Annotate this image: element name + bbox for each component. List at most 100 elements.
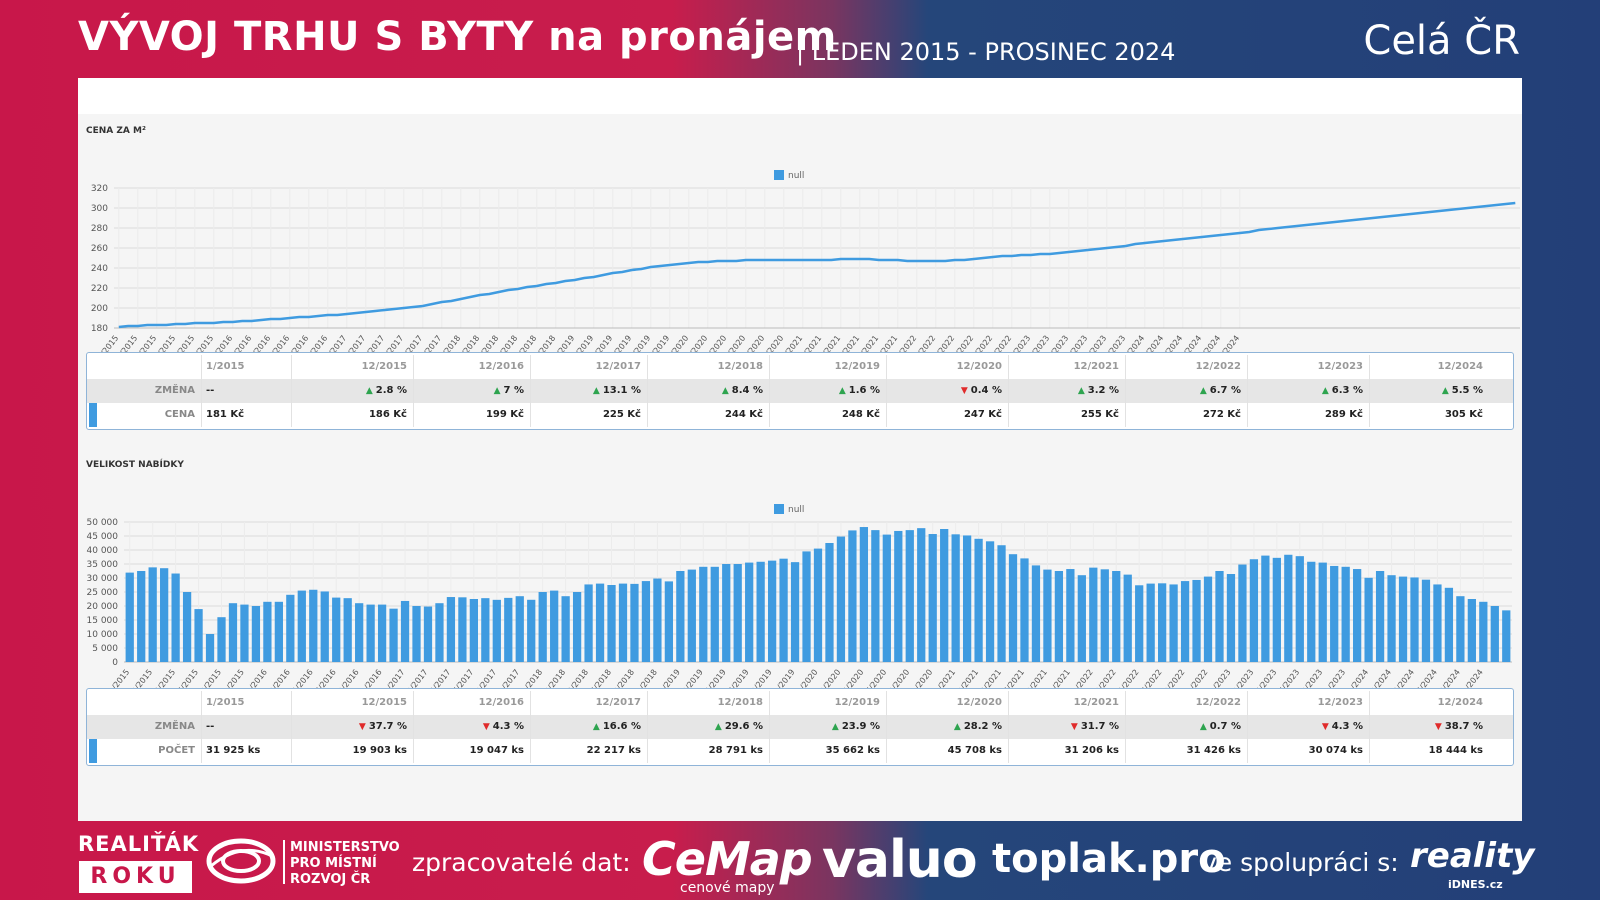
table-header-cell: 12/2017: [530, 355, 647, 379]
table-change-value: 3.2 %: [1087, 385, 1119, 396]
region-label: Celá ČR: [1363, 18, 1520, 64]
cooperation-label: ve spolupráci s:: [1202, 848, 1399, 877]
table-header-cell: 12/2015: [291, 691, 413, 715]
offer-bar: [962, 535, 972, 662]
table-header-cell: 12/2021: [1008, 355, 1125, 379]
offer-section-title: VELIKOST NABÍDKY: [86, 460, 184, 470]
table-change-value: 5.5 %: [1451, 385, 1483, 396]
table-change-cell: ▼ 0.4 %: [886, 379, 1008, 403]
table-change-value: 13.1 %: [602, 385, 641, 396]
offer-bar: [228, 603, 238, 662]
offer-bar: [1341, 566, 1350, 662]
table-header-cell: 12/2024: [1369, 355, 1489, 379]
offer-bar: [940, 529, 949, 662]
offer-legend-label: null: [788, 505, 804, 515]
table-change-label: ZMĚNA: [154, 385, 195, 396]
offer-bar: [997, 545, 1006, 662]
table-change-cell: ▲ 5.5 %: [1369, 379, 1489, 403]
table-change-cell: --: [201, 715, 291, 739]
price-y-tick: 180: [91, 324, 108, 334]
offer-bar: [504, 597, 513, 662]
table-value-cell: 225 Kč: [530, 403, 647, 427]
price-y-tick: 320: [91, 184, 108, 194]
offer-bar: [1066, 569, 1075, 662]
table-value-cell: 30 074 ks: [1247, 739, 1369, 763]
offer-chart: null 0 5 000 10 000 15 000 20 000 25 000 30 000…: [87, 504, 1512, 692]
table-change-cell: ▲ 16.6 %: [530, 715, 647, 739]
table-header-cell: 12/2019: [769, 355, 886, 379]
arrow-up-icon: ▲: [953, 722, 961, 732]
offer-bar: [400, 600, 410, 662]
table-change-value: 6.7 %: [1209, 385, 1241, 396]
offer-bar: [699, 566, 708, 662]
offer-y-tick: 20 000: [87, 602, 119, 612]
offer-bar: [767, 560, 777, 662]
table-change-value: 29.6 %: [724, 721, 763, 732]
table-header-cell: 12/2022: [1125, 691, 1247, 715]
offer-y-tick: 0: [112, 658, 118, 668]
table-change-value: 28.2 %: [963, 721, 1002, 732]
ministry-divider: [283, 840, 285, 884]
offer-bar: [974, 538, 983, 662]
offer-bar: [848, 530, 857, 662]
award-title: REALIŤÁK: [78, 832, 200, 856]
offer-bar: [710, 566, 719, 662]
offer-bar: [1249, 559, 1259, 662]
offer-bar: [1456, 596, 1465, 662]
offer-bar: [1203, 576, 1213, 662]
table-value-cell: 31 206 ks: [1008, 739, 1125, 763]
arrow-up-icon: ▲: [721, 386, 729, 396]
arrow-up-icon: ▲: [838, 386, 846, 396]
offer-bar: [1398, 576, 1408, 662]
offer-bar: [412, 606, 421, 662]
offer-bar: [1089, 567, 1098, 662]
offer-bar: [790, 562, 800, 662]
table-header-cell: 12/2023: [1247, 355, 1369, 379]
table-change-value: 0.4 %: [970, 385, 1002, 396]
arrow-up-icon: ▲: [1199, 722, 1207, 732]
price-y-tick: 300: [91, 204, 108, 214]
table-change-cell: ▲ 13.1 %: [530, 379, 647, 403]
offer-bar: [171, 573, 180, 662]
table-value-cell: 305 Kč: [1369, 403, 1489, 427]
table-header-cell: 12/2020: [886, 691, 1008, 715]
offer-bar: [1479, 601, 1488, 662]
offer-bar: [722, 564, 731, 662]
offer-bar: [1284, 554, 1293, 662]
ministry-line-1: MINISTERSTVO: [290, 840, 400, 855]
offer-bar: [561, 596, 570, 662]
table-value-cell: 186 Kč: [291, 403, 413, 427]
table-header-cell: 1/2015: [201, 691, 291, 715]
table-value-label: CENA: [164, 409, 195, 420]
offer-bar: [332, 597, 341, 662]
table-header-cell: 12/2018: [647, 355, 769, 379]
table-value-cell: 247 Kč: [886, 403, 1008, 427]
offer-bar: [1180, 581, 1190, 662]
offer-bar: [836, 536, 846, 662]
arrow-up-icon: ▲: [592, 722, 600, 732]
arrow-up-icon: ▲: [592, 386, 600, 396]
table-change-value: 1.6 %: [848, 385, 880, 396]
offer-y-tick: 25 000: [87, 588, 119, 598]
offer-y-tick: 45 000: [87, 532, 119, 542]
offer-bar: [458, 597, 467, 662]
table-value-cell: 19 903 ks: [291, 739, 413, 763]
offer-bar: [469, 599, 478, 662]
offer-bar: [1502, 610, 1511, 662]
offer-bar: [446, 597, 456, 662]
arrow-down-icon: ▼: [960, 386, 968, 396]
price-y-tick: 260: [91, 244, 108, 254]
cemap-logo: CeMap: [642, 832, 813, 886]
offer-bar: [745, 562, 754, 662]
table-change-value: 31.7 %: [1080, 721, 1119, 732]
offer-bar: [240, 604, 249, 662]
table-value-cell: 272 Kč: [1125, 403, 1247, 427]
offer-bar: [595, 583, 605, 662]
table-change-cell: ▲ 2.8 %: [291, 379, 413, 403]
offer-bar: [1169, 584, 1178, 662]
table-header-cell: 12/2016: [413, 691, 530, 715]
table-header-cell: 12/2017: [530, 691, 647, 715]
offer-bar: [813, 548, 823, 662]
offer-bar: [802, 551, 811, 662]
valuo-logo: valuo: [822, 830, 978, 890]
